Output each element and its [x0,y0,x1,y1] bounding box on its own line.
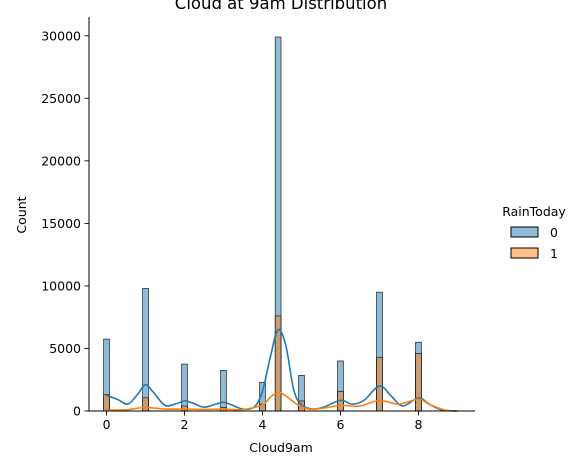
y-tick-label-15000: 15000 [41,216,81,231]
bar-series0-3 [220,370,227,412]
bar-series0-2 [181,363,188,412]
x-axis-label: Cloud9am [249,440,313,455]
tick-marks: 0 2 4 6 8 0 5000 10000 15000 20000 25000 30000 [41,28,422,432]
kde-curves [106,328,458,412]
bar-series1-8 [376,356,383,412]
y-tick-label-10000: 10000 [41,278,81,293]
bar-series1-9 [415,353,422,412]
kde-line-series0 [106,328,458,412]
axes [88,17,475,412]
y-tick-label-25000: 25000 [41,91,81,106]
legend-title: RainToday [502,204,566,219]
x-tick-label-0: 0 [103,417,111,432]
bar-series1-1 [142,397,149,412]
x-tick-label-6: 6 [337,417,345,432]
histogram-bars [103,36,422,412]
bar-series0-1 [142,288,149,412]
y-tick-label-5000: 5000 [49,341,81,356]
y-tick-label-0: 0 [73,404,81,419]
y-tick-label-30000: 30000 [41,28,81,43]
legend-swatch-1 [510,247,539,259]
legend-label-1: 1 [550,246,558,261]
x-tick-label-8: 8 [414,417,422,432]
chart-title: Cloud at 9am Distribution [175,0,387,13]
legend-swatch-0 [510,226,539,238]
bar-series1-0 [103,394,110,412]
legend: RainToday 0 1 [502,204,566,261]
legend-label-0: 0 [550,225,558,240]
x-tick-label-2: 2 [181,417,189,432]
y-tick-label-20000: 20000 [41,153,81,168]
kde-line-series1 [106,391,458,412]
y-axis-label: Count [14,196,29,233]
x-tick-label-4: 4 [259,417,267,432]
